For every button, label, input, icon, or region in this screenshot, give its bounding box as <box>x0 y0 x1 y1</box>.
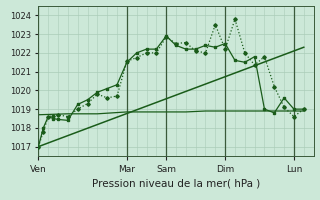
X-axis label: Pression niveau de la mer( hPa ): Pression niveau de la mer( hPa ) <box>92 178 260 188</box>
